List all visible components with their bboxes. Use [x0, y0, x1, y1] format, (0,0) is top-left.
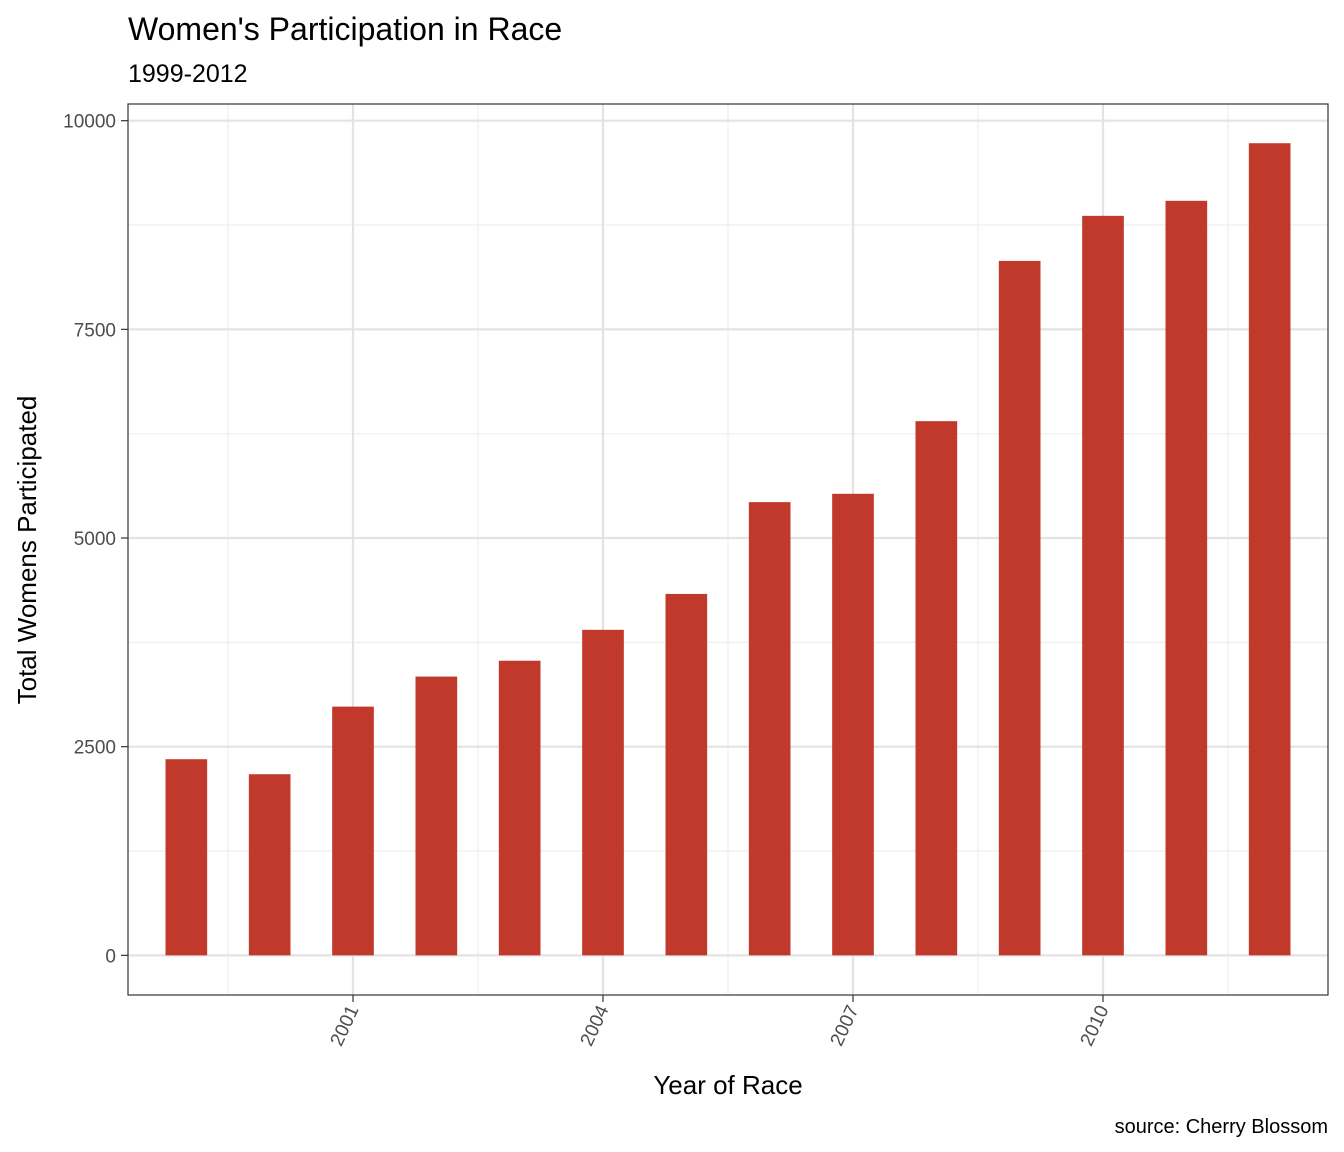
y-tick-label: 0	[105, 946, 116, 967]
x-axis: 2001 2004 2007 2010	[327, 995, 1114, 1049]
source-caption: source: Cherry Blossom	[1115, 1116, 1328, 1138]
bar-2001	[332, 706, 374, 956]
bar-2007	[832, 493, 874, 956]
bar-2008	[915, 421, 958, 956]
bar-2011	[1165, 200, 1208, 956]
x-tick-label: 2007	[827, 1002, 864, 1049]
bar-2012	[1248, 143, 1291, 956]
chart-subtitle: 1999-2012	[128, 60, 248, 88]
bar-2002	[415, 676, 458, 956]
x-tick-label: 2001	[327, 1002, 364, 1049]
plot-panel-border	[127, 103, 1329, 996]
y-axis: 0 2500 5000 7500 10000	[63, 112, 128, 967]
chart-title: Women's Participation in Race	[128, 11, 562, 47]
bar-1999	[165, 759, 208, 956]
y-axis-title: Total Womens Participated	[12, 396, 42, 705]
bar-2006	[748, 502, 791, 956]
bar-2010	[1082, 215, 1124, 956]
bar-2004	[582, 629, 624, 956]
minor-gridlines	[128, 104, 1328, 995]
y-tick-label: 10000	[63, 112, 116, 133]
y-tick-label: 2500	[74, 738, 116, 759]
x-tick-label: 2010	[1077, 1002, 1114, 1049]
bar-2005	[665, 593, 708, 956]
x-tick-label: 2004	[577, 1002, 614, 1050]
y-tick-label: 5000	[74, 529, 116, 550]
y-tick-label: 7500	[74, 320, 116, 341]
bar-2000	[248, 774, 291, 956]
bars	[165, 143, 1291, 956]
bar-2009	[998, 260, 1041, 956]
bar-2003	[498, 660, 541, 956]
x-axis-title: Year of Race	[653, 1070, 802, 1100]
